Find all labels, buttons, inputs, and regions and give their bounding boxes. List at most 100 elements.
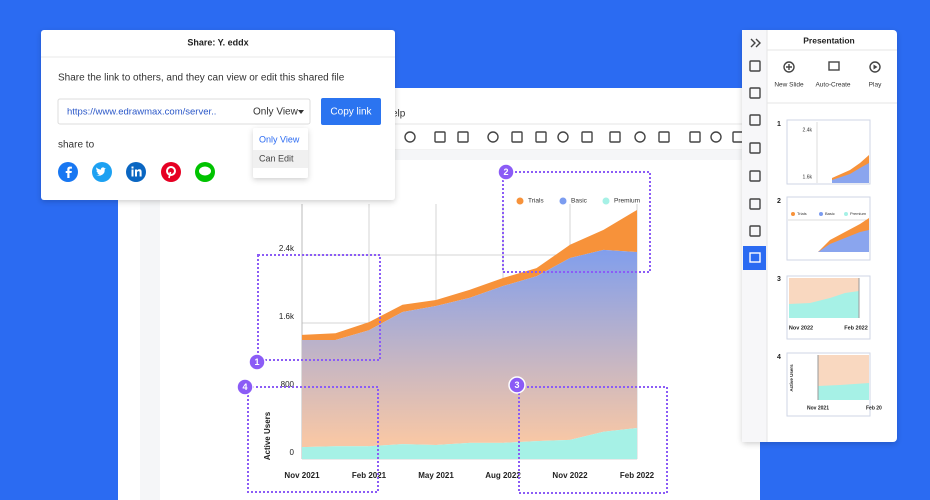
sidebar-icon[interactable] [749,170,761,182]
action-label[interactable]: Play [869,82,882,89]
slide-number: 1 [777,121,781,128]
x-tick-label: Nov 2022 [552,471,588,480]
thumb-label: 2.4k [803,127,813,133]
pinterest-icon[interactable] [161,162,181,182]
callout-number[interactable]: 3 [514,380,519,390]
action-label[interactable]: Auto-Create [815,82,850,89]
chart: Active Users Nov 2021 Feb 2021 May 2021 Aug… [236,163,668,494]
slide-number: 4 [777,354,781,361]
legend-swatch [602,197,610,205]
callout-number[interactable]: 1 [254,357,259,367]
callout-box [502,171,651,273]
presentation-panel: Presentation New Slide Auto-Create Play … [742,30,897,442]
legend-label: Trials [528,198,544,205]
new-slide-icon[interactable] [783,61,795,73]
sidebar-icon[interactable] [749,142,761,154]
legend-label: Basic [571,198,588,205]
twitter-glyph [96,167,106,176]
area [302,427,637,459]
dialog-description: Share the link to others, and they can v… [58,73,345,84]
panel-title: Presentation [803,35,855,45]
toolbar-icon[interactable] [609,131,621,143]
sidebar-icon[interactable] [749,87,761,99]
x-tick-label: Feb 2022 [620,471,655,480]
thumb-area [818,383,869,400]
copy-button[interactable] [321,98,381,125]
toolbar-icon[interactable] [535,131,547,143]
thumb-area [789,291,859,318]
sidebar-icon[interactable] [749,225,761,237]
thumb-legend-dot [819,212,823,216]
thumb-label: Trials [797,211,807,216]
callout-badge[interactable] [508,376,526,394]
y-tick-label: 1.6k [279,312,295,321]
thumb-legend-dot [791,212,795,216]
collapse-icon[interactable] [750,38,761,48]
callout-badge[interactable] [497,163,515,181]
sidebar-icon[interactable] [749,60,761,72]
thumb-label: Nov 2022 [789,325,813,331]
callout-badge[interactable] [236,378,254,396]
menu-help[interactable]: elp [392,109,406,120]
thumb-legend-dot [844,212,848,216]
toolbar [404,131,744,143]
sidebar-icon-active[interactable] [743,246,766,270]
link-text: https://www.edrawmax.com/server.. [67,107,216,118]
sidebar-icon [749,252,761,263]
callout-box [257,254,381,361]
link-input[interactable] [57,98,311,125]
callout-number[interactable]: 4 [242,382,247,392]
y-tick-label: 800 [281,380,295,389]
action-label[interactable]: New Slide [774,82,804,89]
x-tick-label: May 2021 [418,471,454,480]
toolbar-icon[interactable] [487,131,499,143]
toolbar-icon[interactable] [404,131,416,143]
toolbar-icon[interactable] [511,131,523,143]
thumb-area [832,163,869,183]
dropdown-option-bg [253,150,308,168]
x-tick-label: Feb 2021 [352,471,387,480]
thumb-label: 1.6k [803,174,813,180]
legend-swatch [559,197,567,205]
toolbar-icon[interactable] [581,131,593,143]
thumb-area [818,230,869,252]
thumb-label: Basic [825,211,835,216]
toolbar-icon[interactable] [634,131,646,143]
toolbar-icon[interactable] [557,131,569,143]
callout-badge[interactable] [248,353,266,371]
y-tick-label: 2.4k [279,244,295,253]
linkedin-glyph [131,166,142,177]
pinterest-glyph [168,171,172,179]
toolbar-icon[interactable] [710,131,722,143]
area [302,249,637,448]
copy-button-label[interactable]: Copy link [330,107,372,118]
toolbar-icon[interactable] [434,131,446,143]
toolbar-icon[interactable] [689,131,701,143]
x-tick-label: Nov 2021 [284,471,320,480]
thumb-label: Nov 2021 [807,405,829,411]
thumb-label: Feb 20 [866,405,882,411]
dropdown-option[interactable]: Can Edit [259,153,294,163]
social-icons [58,162,215,182]
y-tick-label: 0 [290,448,295,457]
dropdown-option[interactable]: Only View [259,134,300,144]
callout-box [518,386,668,494]
sidebar-icon[interactable] [749,114,761,126]
share-dialog: Share: Y. eddx Share the link to others,… [41,30,395,200]
toolbar-icon[interactable] [457,131,469,143]
thumb-label: Feb 2022 [844,325,868,331]
share-to-label: share to [58,140,95,151]
slide-number: 2 [777,198,781,205]
callout-number[interactable]: 2 [503,167,508,177]
play-icon[interactable] [869,61,881,73]
thumb-label: Active Users [789,364,794,392]
select-caret [298,110,304,114]
toolbar-icon[interactable] [658,131,670,143]
dialog-title: Share: Y. eddx [187,37,248,47]
permission-select[interactable]: Only View [253,107,299,118]
auto-create-icon[interactable] [828,61,840,71]
sidebar-icon[interactable] [749,198,761,210]
callout-box [247,386,379,493]
pinterest-glyph [166,166,176,176]
